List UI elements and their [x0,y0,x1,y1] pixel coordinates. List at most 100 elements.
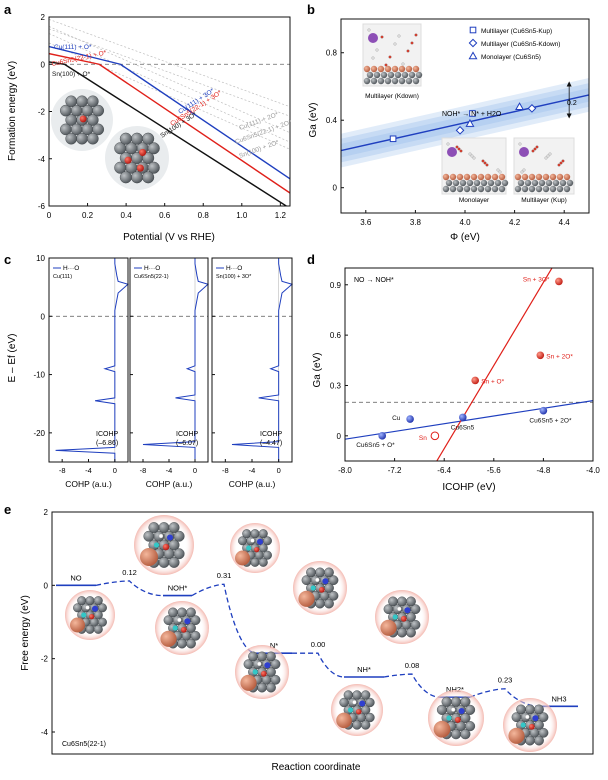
cu111-inset-atom [65,95,78,108]
slab-atom [370,65,378,73]
point-label: Sn + 3O* [523,276,550,283]
cohp-curve [142,258,209,462]
inset-atom [406,596,416,607]
panel-e-surface-label: Cu6Sn5(22-1) [62,741,106,748]
y-tick-label: 0 [44,581,49,590]
water-molecule-atom [535,145,539,149]
inset-atom [168,556,180,568]
slab-atom [535,173,543,181]
cusn-inset-atom [119,132,132,145]
inset-atom [516,704,526,715]
data-point [539,406,548,415]
inset-oxygen-atom [180,626,187,633]
slab-atom [405,77,413,85]
slab-atom [449,185,457,193]
copper-atom [70,617,85,633]
slab-atom [384,77,392,85]
icohp-value: (–6.86) [96,440,118,447]
slab-atom [538,179,546,187]
x-tick-label: -5.6 [487,466,501,475]
slab-atom [363,77,371,85]
water-molecule-atom [496,168,500,172]
y-tick-label: -4 [41,728,49,737]
inset-oxygen-atom [260,670,267,677]
y-tick-label: -6 [38,202,46,211]
slab-atom [384,65,392,73]
slab-atom [452,179,460,187]
inset-atom [534,735,544,746]
series-line [49,19,290,108]
water-molecule-atom [459,149,463,153]
icohp-label: ICOHP [96,431,119,438]
y-tick-label: 0 [333,184,338,193]
inset-label-monolayer: Monolayer [459,197,490,204]
point-label: Cu6Sn5 [451,424,475,431]
water-molecule-atom [544,156,548,160]
inset-atom [406,612,416,622]
water-molecule-atom [483,161,487,165]
panel-c-ylabel: E – Ef (eV) [7,334,18,383]
legend-label: H···O [63,265,79,272]
x-tick-label: -8.0 [338,466,352,475]
y-tick-label: 0.8 [326,49,338,58]
cu111-inset-atom [76,132,88,145]
inset-atom [163,615,174,626]
slab-atom [463,173,471,181]
slab-atom [398,65,406,73]
series-line [49,28,290,117]
sn-atom [347,707,354,713]
inset-atom [301,575,312,586]
inset-atom [168,522,180,534]
label-cu111-o: Cu(111) + O* [54,44,92,51]
inset-atom [324,583,334,593]
x-tick-label: 0 [277,466,281,475]
potassium-ion [447,147,457,157]
trend-line [436,268,553,461]
slab-atom [549,173,557,181]
slab-atom [480,179,488,187]
water-molecule-atom [367,28,371,32]
intermediate-structure-inset [65,590,115,640]
nitrogen-atom [184,618,191,625]
slab-atom [563,173,571,181]
slab-atom [514,173,522,181]
x-tick-label: -8 [59,466,66,475]
cohp-subpanel: -8 -4 0 H···O Sn(100) + 3O* ICOHP (–4.47) COHP … [211,257,294,489]
intermediate-structure-inset [155,601,209,655]
y-tick-label: 0.3 [330,381,342,390]
water-molecule-atom [446,142,450,146]
fit-line [340,94,590,152]
inset-atom [158,522,170,534]
inset-atom [97,603,107,613]
inset-atom [534,720,544,730]
copper-atom [433,720,451,738]
legend-marker-diamond [468,38,478,48]
slab-atom [566,179,574,187]
inset-atom [306,567,316,578]
slab-atom [373,71,381,79]
cusn-inset-atom [114,161,127,174]
inset-atom [410,604,421,615]
inset-atom [186,638,196,649]
intermediate-structure-inset [235,645,289,699]
inset-atom [168,607,178,618]
data-point-square [469,110,476,117]
slab-atom [494,179,502,187]
legend-label: H···O [144,265,160,272]
series-line [49,61,65,65]
panel-label-a: a [4,2,12,17]
inset-atom [93,596,103,606]
water-molecule-atom [472,156,476,160]
slab-atom [542,185,550,193]
sn-atom [310,585,316,591]
water-molecule-atom [485,163,489,167]
inset-atom [339,697,349,708]
copper-atom [508,727,525,744]
inset-atom [450,696,462,707]
inset-atom [173,548,185,560]
water-molecule-atom [380,35,384,39]
x-tick-label: -8 [140,466,147,475]
slab-atom [484,185,492,193]
slab-atom [412,65,420,73]
inset-atom [77,596,87,606]
